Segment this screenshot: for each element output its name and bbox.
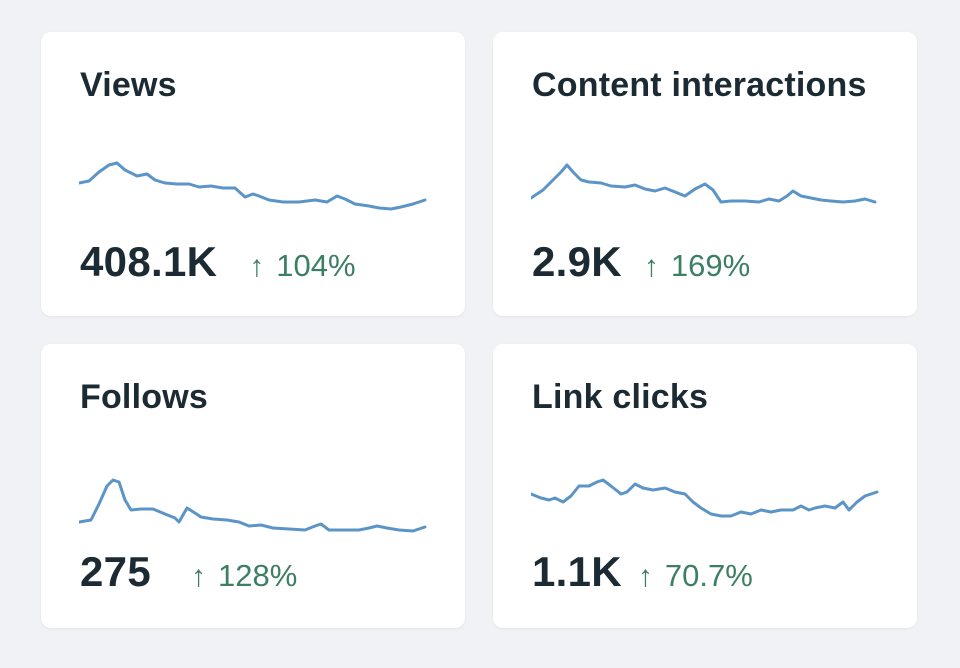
views-metric: 408.1K ↑ 104% [80, 238, 356, 286]
arrow-up-icon: ↑ [637, 560, 653, 593]
link-clicks-card[interactable]: Link clicks 1.1K ↑ 70.7% [493, 344, 917, 628]
link-clicks-sparkline-line [531, 478, 879, 518]
card-title: Follows [80, 378, 208, 416]
link-clicks-metric: 1.1K ↑ 70.7% [532, 548, 753, 596]
follows-card[interactable]: Follows 275 ↑ 128% [41, 344, 465, 628]
arrow-up-icon: ↑ [643, 250, 659, 283]
views-value: 408.1K [80, 238, 218, 285]
follows-sparkline-line [79, 478, 427, 533]
arrow-up-icon: ↑ [190, 560, 206, 593]
link-clicks-change-value: 70.7% [664, 558, 753, 593]
views-sparkline [79, 161, 427, 211]
card-title: Views [80, 66, 177, 104]
link-clicks-sparkline [531, 478, 879, 518]
views-sparkline-line [79, 161, 427, 211]
follows-sparkline [79, 478, 427, 533]
follows-metric: 275 ↑ 128% [80, 548, 297, 596]
content-interactions-card[interactable]: Content interactions 2.9K ↑ 169% [493, 32, 917, 316]
card-title: Link clicks [532, 378, 709, 416]
content-interactions-change-value: 169% [670, 248, 751, 283]
link-clicks-change: ↑ 70.7% [638, 558, 753, 594]
link-clicks-value: 1.1K [532, 548, 622, 595]
follows-change: ↑ 128% [191, 558, 297, 594]
content-interactions-metric: 2.9K ↑ 169% [532, 238, 750, 286]
card-title: Content interactions [532, 66, 867, 104]
views-change-value: 104% [276, 248, 356, 283]
views-change: ↑ 104% [249, 248, 355, 284]
content-interactions-value: 2.9K [532, 238, 622, 285]
follows-change-value: 128% [217, 558, 298, 593]
follows-value: 275 [80, 548, 151, 595]
views-card[interactable]: Views 408.1K ↑ 104% [41, 32, 465, 316]
content-interactions-sparkline-line [531, 163, 877, 204]
arrow-up-icon: ↑ [249, 250, 265, 283]
content-interactions-sparkline [531, 163, 877, 204]
content-interactions-change: ↑ 169% [644, 248, 750, 284]
